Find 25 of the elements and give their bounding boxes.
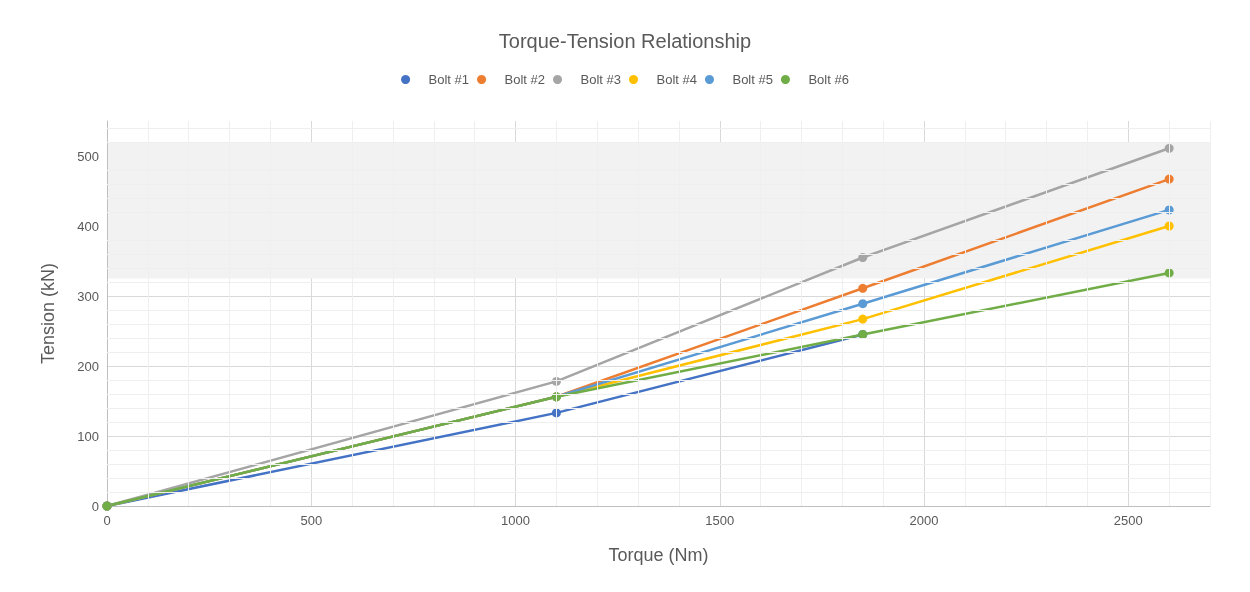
legend-label: Bolt #2: [504, 72, 546, 87]
x-tick-label: 500: [300, 513, 323, 528]
x-tick-label: 2000: [909, 513, 939, 528]
y-tick-label: 400: [77, 218, 99, 234]
y-tick-label: 0: [91, 498, 99, 514]
chart-title: Torque-Tension Relationship: [498, 30, 752, 52]
legend-label: Bolt #5: [732, 72, 773, 87]
y-tick-label: 500: [77, 148, 99, 164]
x-axis-title: Torque (Nm): [608, 545, 709, 565]
y-tick-label: 200: [77, 358, 99, 374]
point: [858, 253, 868, 262]
y-tick-label: 300: [77, 288, 99, 304]
y-tick-label: 100: [77, 428, 99, 444]
legend-label: Bolt #3: [580, 72, 622, 87]
x-tick-label: 1000: [501, 513, 530, 528]
y-axis-title: Tension (kN): [38, 262, 58, 365]
point: [858, 299, 868, 309]
point: [858, 314, 868, 324]
legend-label: Bolt #4: [656, 72, 697, 87]
legend-label: Bolt #6: [808, 72, 849, 87]
x-tick-label: 1500: [705, 513, 735, 528]
x-tick-label: 2500: [1113, 513, 1143, 528]
point: [858, 283, 868, 293]
legend-label: Bolt #1: [428, 72, 470, 87]
x-tick-label: 0: [103, 513, 111, 528]
